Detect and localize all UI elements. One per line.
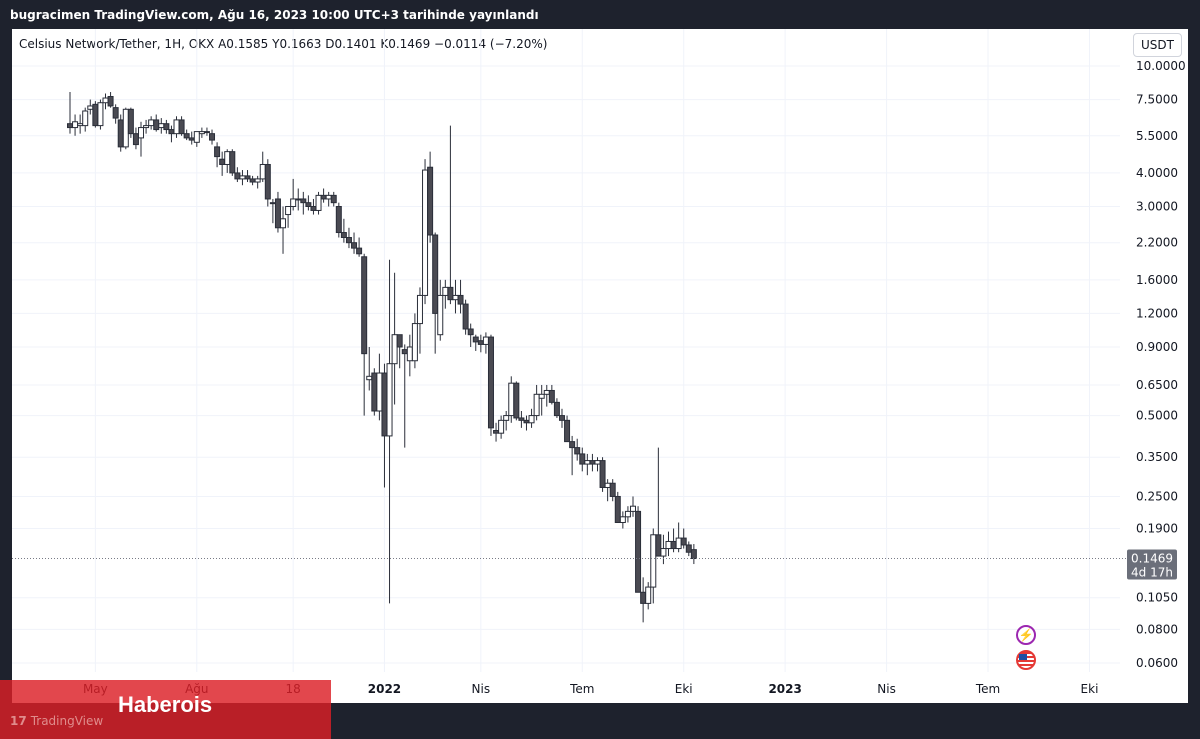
publisher-info: bugracimen TradingView.com, Ağu 16, 2023… [10,8,539,22]
tradingview-logo[interactable]: 17 TradingView [10,714,103,728]
high-value: Y0.1663 [272,37,322,51]
flash-icon[interactable]: ⚡ [1016,625,1036,645]
close-value: K0.1469 [380,37,431,51]
watermark-band [0,680,331,739]
open-value: A0.1585 [218,37,269,51]
tv-logo-text: TradingView [30,714,104,728]
us-flag-icon[interactable] [1016,650,1036,670]
symbol-name[interactable]: Celsius Network/Tether, 1H, OKX [19,37,215,51]
tv-logo-icon: 17 [10,714,27,728]
symbol-legend: Celsius Network/Tether, 1H, OKX A0.1585 … [19,37,547,51]
change-value: −0.0114 (−7.20%) [434,37,548,51]
low-value: D0.1401 [325,37,377,51]
chart-panel[interactable]: Celsius Network/Tether, 1H, OKX A0.1585 … [12,29,1188,703]
currency-button[interactable]: USDT [1133,33,1182,57]
watermark-label: Haberois [118,692,213,717]
publish-bar: bugracimen TradingView.com, Ağu 16, 2023… [0,0,1200,30]
